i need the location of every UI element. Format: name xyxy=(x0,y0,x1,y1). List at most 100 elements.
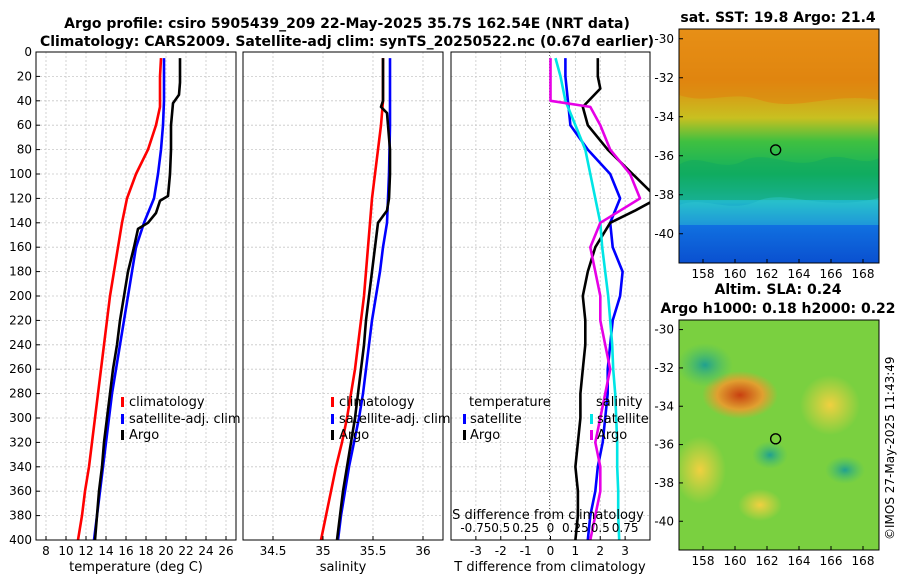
temperature-legend: climatology satellite-adj. clim Argo xyxy=(121,395,241,443)
x-tick-label: 16 xyxy=(118,544,133,558)
map-x-tick-label: 160 xyxy=(724,267,747,281)
x-tick-label: 8 xyxy=(42,544,50,558)
difference-legend-salinity: salinity satellite Argo xyxy=(590,395,649,443)
y-tick-label: 140 xyxy=(9,216,32,230)
argo-location-marker xyxy=(769,144,782,156)
y-tick-label: 260 xyxy=(9,362,32,376)
y-tick-label: 320 xyxy=(9,435,32,449)
sla-eddy xyxy=(679,436,726,504)
salinity-legend: climatology satellite-adj. clim Argo xyxy=(331,395,451,443)
y-tick-label: 60 xyxy=(17,118,32,132)
map-x-tick-label: 164 xyxy=(788,554,811,568)
series-line-temperature-argo xyxy=(574,58,650,540)
legend-swatch-temp-argo xyxy=(463,430,466,440)
imos-watermark: ©IMOS 27-May-2025 11:43:49 xyxy=(883,356,897,540)
map-y-tick-label: -32 xyxy=(654,361,674,375)
y-tick-label: 40 xyxy=(17,94,32,108)
y-tick-label: 0 xyxy=(24,45,32,59)
series-line-climatology xyxy=(76,58,163,540)
x-tick-label: 34.5 xyxy=(260,544,287,558)
x-tick-label: 35 xyxy=(315,544,330,558)
series-line-salinity-argo xyxy=(549,58,642,540)
map-y-tick-label: -40 xyxy=(654,514,674,528)
sla-map-frame xyxy=(678,319,880,551)
legend-swatch-sal-satellite xyxy=(590,414,593,424)
secondary-x-tick-label: 0 xyxy=(547,521,555,535)
x-tick-label: 2 xyxy=(596,544,604,558)
sla-map: Altim. SLA: 0.24 Argo h1000: 0.18 h2000:… xyxy=(654,282,895,568)
legend-title-salinity: salinity xyxy=(596,395,643,410)
sla-map-subtitle: Argo h1000: 0.18 h2000: 0.22 xyxy=(660,301,895,317)
y-tick-label: 20 xyxy=(17,69,32,83)
map-x-tick-label: 158 xyxy=(692,267,715,281)
legend-swatch-satellite-adj xyxy=(331,414,334,424)
map-y-tick-label: -34 xyxy=(654,110,674,124)
sla-low-eddy xyxy=(825,456,865,484)
figure-title-line1: Argo profile: csiro 5905439_209 22-May-2… xyxy=(64,16,630,32)
secondary-x-tick-label: 0.25 xyxy=(562,521,589,535)
x-tick-label: 10 xyxy=(58,544,73,558)
map-x-tick-label: 168 xyxy=(852,267,875,281)
map-x-tick-label: 160 xyxy=(724,554,747,568)
salinity-xlabel: salinity xyxy=(320,560,367,575)
legend-label-sal-argo: Argo xyxy=(597,428,627,443)
y-tick-label: 400 xyxy=(9,533,32,547)
sst-map-frame xyxy=(678,28,880,264)
sla-low-eddy xyxy=(679,343,733,387)
legend-swatch-climatology xyxy=(121,397,124,407)
sst-map-title: sat. SST: 19.8 Argo: 21.4 xyxy=(680,10,876,26)
sla-eddy xyxy=(738,489,782,521)
legend-swatch-sal-argo xyxy=(590,430,593,440)
y-tick-label: 280 xyxy=(9,387,32,401)
y-tick-label: 180 xyxy=(9,265,32,279)
x-tick-label: 26 xyxy=(218,544,233,558)
y-tick-label: 100 xyxy=(9,167,32,181)
map-y-tick-label: -38 xyxy=(654,188,674,202)
x-tick-label: 18 xyxy=(138,544,153,558)
salinity-axes-frame xyxy=(242,51,444,541)
legend-swatch-argo xyxy=(121,430,124,440)
sst-cyan-band xyxy=(679,197,879,225)
salinity-panel: 34.5 35 35.5 36 salinity climatology satell… xyxy=(242,51,451,575)
map-x-tick-label: 162 xyxy=(756,267,779,281)
y-tick-label: 220 xyxy=(9,313,32,327)
map-y-tick-label: -36 xyxy=(654,149,674,163)
map-y-tick-label: -40 xyxy=(654,227,674,241)
sst-map: sat. SST: 19.8 Argo: 21.4 158 160 162 164 16… xyxy=(654,10,880,281)
argo-location-marker xyxy=(769,433,782,445)
y-tick-label: 200 xyxy=(9,289,32,303)
temperature-panel: 0 20 40 60 80 100 120 140 160 180 200 220 240 260 280 3… xyxy=(9,45,241,575)
map-y-tick-label: -32 xyxy=(654,71,674,85)
series-line-temperature-satellite xyxy=(564,58,624,540)
map-y-tick-label: -36 xyxy=(654,438,674,452)
sla-eddy xyxy=(800,375,860,435)
figure-title-line2: Climatology: CARS2009. Satellite-adj cli… xyxy=(40,34,654,50)
y-tick-label: 80 xyxy=(17,143,32,157)
legend-label-argo: Argo xyxy=(129,428,159,443)
map-y-tick-label: -30 xyxy=(654,32,674,46)
legend-label-temp-satellite: satellite xyxy=(470,412,522,427)
series-line-salinity-satellite xyxy=(554,57,621,540)
difference-legend-temperature: temperature satellite Argo xyxy=(463,395,551,443)
x-tick-label: 36 xyxy=(415,544,430,558)
legend-label-temp-argo: Argo xyxy=(470,428,500,443)
series-line-argo xyxy=(335,58,392,540)
secondary-x-tick-label: 0.5 xyxy=(491,521,510,535)
difference-panel: -3 -2 -1 0 1 2 3 T difference from climatology… xyxy=(450,51,651,575)
sla-map-title: Altim. SLA: 0.24 xyxy=(714,282,841,298)
secondary-x-tick-label: 0.5 xyxy=(591,521,610,535)
temperature-xlabel: temperature (deg C) xyxy=(69,560,203,575)
secondary-x-tick-label: 0.75 xyxy=(612,521,639,535)
legend-label-satellite-adj: satellite-adj. clim xyxy=(339,412,451,427)
map-y-tick-label: -38 xyxy=(654,476,674,490)
map-y-tick-label: -30 xyxy=(654,323,674,337)
y-tick-label: 240 xyxy=(9,338,32,352)
series-line-climatology xyxy=(319,58,385,540)
legend-swatch-climatology xyxy=(331,397,334,407)
x-tick-label: 12 xyxy=(78,544,93,558)
legend-swatch-argo xyxy=(331,430,334,440)
x-tick-label: 3 xyxy=(621,544,629,558)
legend-label-climatology: climatology xyxy=(339,395,415,410)
difference-xlabel: T difference from climatology xyxy=(453,560,646,575)
